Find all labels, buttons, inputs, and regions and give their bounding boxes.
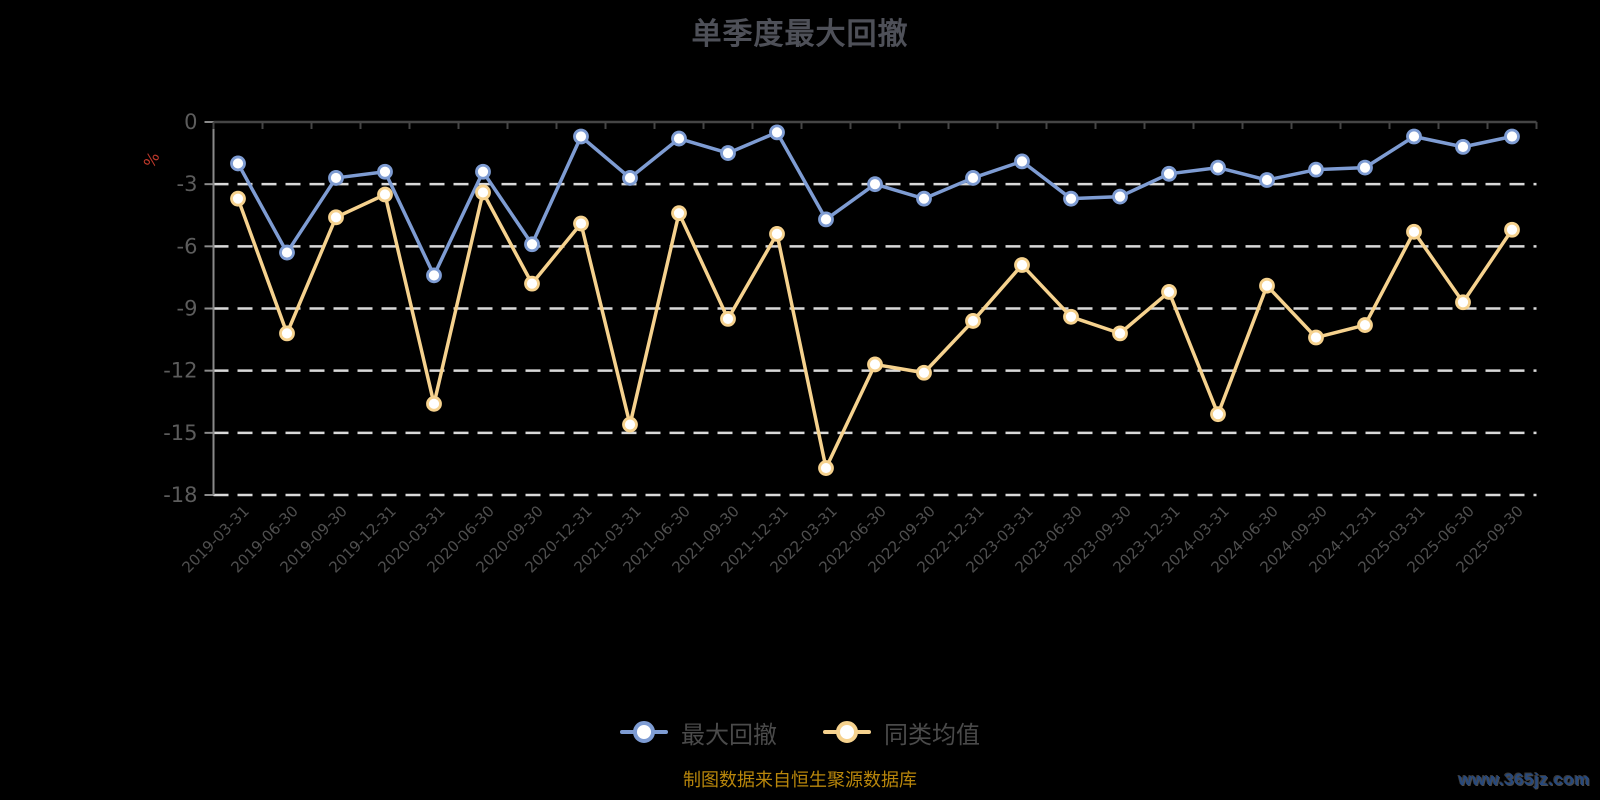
series-0-point-18[interactable]	[1112, 188, 1128, 205]
series-1-point-14[interactable]	[916, 364, 932, 381]
series-0-point-0[interactable]	[230, 155, 246, 172]
y-axis-label: -6	[177, 234, 198, 258]
legend-label: 最大回撤	[681, 721, 777, 749]
y-axis-label: 0	[184, 110, 197, 134]
series-1-point-20[interactable]	[1210, 406, 1226, 423]
legend-marker-yellow-icon	[823, 721, 871, 743]
series-0-point-4[interactable]	[426, 267, 442, 284]
series-0-point-19[interactable]	[1161, 165, 1177, 182]
series-0-point-11[interactable]	[769, 124, 785, 141]
series-0-point-26[interactable]	[1504, 128, 1520, 145]
legend-item-category-average[interactable]: 同类均值	[823, 715, 980, 750]
series-1-point-0[interactable]	[230, 190, 246, 207]
series-1-point-26[interactable]	[1504, 221, 1520, 238]
series-1-point-18[interactable]	[1112, 325, 1128, 342]
series-0-point-12[interactable]	[818, 211, 834, 228]
series-1-point-10[interactable]	[720, 310, 736, 327]
series-line-1[interactable]	[236, 190, 1514, 470]
y-axis-label: -18	[163, 483, 197, 507]
legend-item-max-drawdown[interactable]: 最大回撤	[620, 715, 777, 750]
series-0-point-8[interactable]	[622, 170, 638, 186]
series-0-point-5[interactable]	[475, 163, 491, 180]
series-0-point-9[interactable]	[671, 130, 687, 147]
series-1-point-1[interactable]	[279, 325, 295, 342]
series-0-point-24[interactable]	[1406, 128, 1422, 145]
series-1-point-2[interactable]	[328, 209, 344, 226]
series-1-point-5[interactable]	[475, 184, 491, 201]
series-0-point-1[interactable]	[279, 244, 295, 261]
series-1-point-11[interactable]	[769, 225, 785, 242]
series-1-point-6[interactable]	[524, 275, 540, 292]
series-0-point-10[interactable]	[720, 145, 736, 161]
series-0-point-3[interactable]	[377, 163, 393, 180]
series-1-point-15[interactable]	[965, 313, 981, 329]
line-chart: 0-3-6-9-12-15-18%2019-03-312019-06-30201…	[140, 110, 1538, 576]
series-1-point-25[interactable]	[1455, 294, 1471, 311]
series-0-point-22[interactable]	[1308, 161, 1324, 178]
series-1-point-7[interactable]	[573, 215, 589, 232]
series-0-point-2[interactable]	[328, 170, 344, 186]
series-0-point-13[interactable]	[867, 176, 883, 193]
series-0-point-7[interactable]	[573, 128, 589, 145]
series-0-point-17[interactable]	[1063, 190, 1079, 207]
series-0-point-20[interactable]	[1210, 159, 1226, 176]
series-1-point-21[interactable]	[1259, 277, 1275, 294]
chart-title: 单季度最大回撤	[691, 18, 909, 51]
series-0-point-21[interactable]	[1259, 172, 1275, 188]
series-1-point-23[interactable]	[1357, 317, 1373, 333]
y-axis-label: -3	[177, 172, 198, 196]
series-1-point-3[interactable]	[377, 186, 393, 203]
legend-marker-blue-icon	[620, 721, 668, 743]
y-axis-label: -12	[163, 359, 197, 383]
series-1-point-24[interactable]	[1406, 223, 1422, 240]
series-1-point-13[interactable]	[867, 356, 883, 373]
series-0-point-14[interactable]	[916, 190, 932, 207]
series-1-point-8[interactable]	[622, 416, 638, 433]
series-0-point-16[interactable]	[1014, 153, 1030, 170]
series-1-point-19[interactable]	[1161, 284, 1177, 300]
series-1-point-17[interactable]	[1063, 308, 1079, 325]
y-axis-unit: %	[140, 149, 164, 171]
series-0-point-25[interactable]	[1455, 138, 1471, 155]
series-1-point-12[interactable]	[818, 460, 834, 476]
data-source-caption: 制图数据来自恒生聚源数据库	[683, 770, 917, 790]
series-1-point-22[interactable]	[1308, 329, 1324, 346]
legend-label: 同类均值	[884, 721, 980, 749]
series-1-point-16[interactable]	[1014, 257, 1030, 273]
legend: 最大回撤 同类均值	[0, 708, 1600, 756]
y-axis-label: -9	[177, 297, 198, 321]
series-0-point-6[interactable]	[524, 236, 540, 253]
series-1-point-4[interactable]	[426, 395, 442, 412]
series-0-point-23[interactable]	[1357, 159, 1373, 176]
series-0-point-15[interactable]	[965, 170, 981, 186]
series-line-0[interactable]	[236, 130, 1514, 278]
series-1-point-9[interactable]	[671, 205, 687, 222]
watermark: www.365jz.com	[1458, 770, 1590, 789]
y-axis-label: -15	[163, 421, 197, 445]
